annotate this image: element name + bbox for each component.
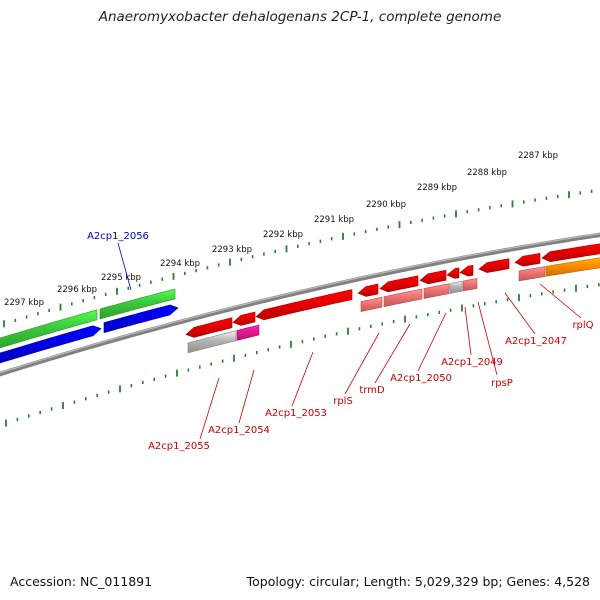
kbp-tick-label: 2288 kbp <box>467 168 507 178</box>
accession-text: Accession: NC_011891 <box>10 574 153 589</box>
gene-label-a2cp1-2050: A2cp1_2050 <box>390 373 452 384</box>
gene-label-a2cp1-2053: A2cp1_2053 <box>265 408 327 419</box>
kbp-tick-label: 2287 kbp <box>518 151 558 161</box>
gene-bar-a2cp1-2054-cds <box>236 324 260 341</box>
gene-arrow-rpls <box>357 283 379 297</box>
gene-arrow-a2cp1-2047 <box>478 258 510 273</box>
gene-bar-trmd-cds <box>383 288 423 308</box>
gene-arrow-a2cp1-2050 <box>419 269 447 285</box>
kbp-tick-label: 2293 kbp <box>212 245 252 255</box>
leader-line-rplq <box>539 283 582 319</box>
gene-arrow-forward-a2cp1-2056 <box>99 288 176 320</box>
kbp-tick-label: 2289 kbp <box>417 183 457 193</box>
gene-label-a2cp1-2055: A2cp1_2055 <box>148 441 210 452</box>
gene-bar-a2cp1-2047-cds <box>518 266 546 282</box>
gene-bar-a2cp1-2049-cds <box>449 280 463 294</box>
kbp-tick-label: 2297 kbp <box>4 298 44 308</box>
leader-line-a2cp1-2047 <box>504 292 536 335</box>
gene-arrow-a2cp1-2054 <box>232 311 256 326</box>
gene-bar-rplq-cds <box>545 257 600 277</box>
gene-label-rplq: rplQ <box>572 320 593 331</box>
kbp-tick-label: 2292 kbp <box>263 230 303 240</box>
inner-tick-ring <box>5 283 600 427</box>
gene-arrow-a2cp1-2055 <box>185 317 233 338</box>
gene-arrow-forward-cds <box>0 309 98 349</box>
gene-arrow-rpsp <box>459 264 474 277</box>
leader-line-rpls <box>344 332 380 395</box>
gene-label-a2cp1-2054: A2cp1_2054 <box>208 425 270 436</box>
outer-tick-ring <box>3 189 593 328</box>
leader-line-a2cp1-2055 <box>199 377 220 440</box>
gene-arrow-rplq <box>541 243 600 263</box>
gene-label-rpls: rplS <box>333 396 353 407</box>
gene-label-trmd: trmD <box>359 385 385 396</box>
gene-bar-rpls-cds <box>360 296 383 312</box>
kbp-tick-label: 2290 kbp <box>366 200 406 210</box>
gene-arrow-trmd <box>379 275 419 293</box>
leader-line-a2cp1-2056 <box>117 242 132 291</box>
kbp-tick-label: 2296 kbp <box>57 285 97 295</box>
leader-line-a2cp1-2049 <box>464 306 472 356</box>
gene-label-a2cp1-2056: A2cp1_2056 <box>87 231 149 242</box>
gene-bar-a2cp1-2050-cds <box>423 283 450 299</box>
gene-arrow-a2cp1-2049 <box>446 267 460 279</box>
leader-line-a2cp1-2050 <box>417 312 447 372</box>
genome-backbone <box>0 232 600 377</box>
leader-line-a2cp1-2054 <box>238 369 255 424</box>
genome-backbone-highlight <box>0 232 600 374</box>
gene-label-rpsp: rpsP <box>491 378 513 389</box>
gene-label-a2cp1-2049: A2cp1_2049 <box>441 357 503 368</box>
leader-line-rpsp <box>477 301 498 376</box>
gene-arrow-forward-a2cp1-2056-cds <box>103 304 179 334</box>
leader-line-trmd <box>374 323 411 384</box>
leader-line-a2cp1-2053 <box>291 351 314 407</box>
gene-arrow-forward-gene <box>0 325 102 364</box>
genome-summary-text: Topology: circular; Length: 5,029,329 bp… <box>246 574 590 589</box>
map-title: Anaeromyxobacter dehalogenans 2CP-1, com… <box>98 9 502 25</box>
gene-bar-rpsp-cds <box>462 278 478 292</box>
gene-arrow-rplq-upstream <box>514 252 541 267</box>
kbp-tick-label: 2294 kbp <box>160 259 200 269</box>
gene-bar-a2cp1-2055-cds <box>187 330 237 354</box>
gene-arrow-a2cp1-2053 <box>255 289 353 321</box>
kbp-tick-label: 2295 kbp <box>101 273 141 283</box>
gene-label-a2cp1-2047: A2cp1_2047 <box>505 336 567 347</box>
kbp-tick-label: 2291 kbp <box>314 215 354 225</box>
